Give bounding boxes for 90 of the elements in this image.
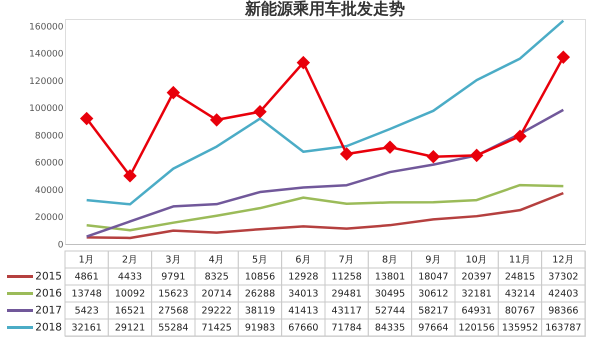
data-label: 24815 [504, 272, 536, 282]
data-label: 135952 [502, 322, 538, 334]
point [556, 50, 570, 64]
x-tick-label: 9月 [425, 254, 442, 266]
data-label: 4861 [74, 272, 99, 282]
data-label: 8325 [204, 272, 229, 282]
data-label: 9791 [161, 272, 186, 282]
x-tick-label: 3月 [165, 254, 182, 266]
line-series [85, 192, 565, 240]
point [123, 169, 137, 183]
data-label: 163787 [545, 322, 582, 334]
data-label: 84335 [374, 322, 406, 334]
point [80, 112, 94, 126]
data-label: 29121 [114, 322, 146, 334]
data-label: 30612 [418, 288, 448, 300]
line-series [85, 108, 565, 238]
data-label: 71425 [202, 322, 232, 334]
point [340, 147, 354, 161]
y-tick-label: 80000 [34, 131, 64, 142]
data-label: 10856 [244, 272, 276, 282]
data-label: 27568 [158, 306, 188, 316]
chart-title: 新能源乘用车批发走势 [244, 0, 405, 18]
data-label: 18047 [418, 272, 448, 282]
point [296, 56, 310, 70]
x-tick-label: 1月 [78, 254, 95, 266]
legend-label: 2017 [35, 304, 62, 316]
point [210, 113, 224, 127]
y-tick-label: 140000 [29, 50, 64, 60]
data-label: 16521 [114, 306, 146, 316]
point [470, 148, 484, 162]
legend-label: 2016 [35, 288, 62, 300]
data-label: 41413 [288, 306, 318, 316]
line-series [85, 19, 565, 206]
point [166, 86, 180, 100]
data-label: 98366 [548, 306, 578, 316]
y-tick-label: 100000 [29, 104, 64, 114]
x-tick-label: 7月 [338, 254, 355, 266]
data-label: 13801 [374, 272, 406, 282]
data-label: 80767 [504, 306, 536, 316]
data-label: 97664 [418, 322, 448, 334]
x-tick-label: 8月 [382, 254, 398, 266]
y-tick-label: 0 [58, 240, 64, 250]
data-label: 4433 [118, 272, 142, 282]
legend-label: 2018 [35, 322, 62, 334]
data-label: 52744 [374, 306, 406, 316]
data-label: 58217 [418, 306, 448, 316]
data-label: 71784 [332, 322, 362, 334]
data-label: 34013 [288, 288, 318, 300]
data-label: 91983 [244, 322, 276, 334]
data-label: 64931 [462, 306, 492, 316]
x-tick-label: 12月 [552, 254, 574, 266]
x-tick-label: 10月 [466, 254, 488, 266]
data-label: 13748 [72, 288, 102, 300]
data-label: 10092 [114, 288, 146, 300]
point [513, 130, 527, 143]
data-label: 29481 [332, 288, 362, 300]
data-label: 43214 [504, 288, 536, 300]
data-label: 5423 [74, 306, 99, 316]
line-series [85, 184, 565, 232]
y-tick-label: 160000 [29, 22, 64, 32]
legend-label: 2015 [35, 270, 62, 282]
data-label: 32181 [462, 288, 492, 300]
y-tick-label: 40000 [34, 186, 64, 196]
data-label: 43117 [332, 306, 362, 316]
data-label: 37302 [548, 272, 578, 282]
data-label: 120156 [458, 322, 495, 334]
data-label: 67660 [288, 322, 318, 334]
data-label: 55284 [158, 322, 188, 334]
x-tick-label: 2月 [122, 254, 138, 266]
data-label: 42403 [548, 288, 578, 300]
x-tick-label: 4月 [208, 254, 225, 266]
point [426, 150, 440, 164]
y-tick-label: 60000 [34, 158, 64, 169]
data-label: 26288 [244, 288, 276, 300]
x-tick-label: 6月 [295, 254, 312, 266]
data-label: 38119 [244, 306, 276, 316]
data-label: 20397 [462, 272, 492, 282]
data-label: 29222 [202, 306, 232, 316]
x-tick-label: 5月 [252, 254, 268, 266]
data-label: 30495 [374, 288, 406, 300]
data-label: 15623 [158, 288, 188, 300]
data-label: 32161 [72, 322, 102, 334]
y-tick-label: 20000 [34, 213, 64, 224]
point [383, 140, 397, 154]
point [253, 105, 267, 118]
data-label: 11258 [332, 272, 362, 282]
data-label: 20714 [202, 288, 232, 300]
data-label: 12928 [288, 272, 318, 282]
x-tick-label: 11月 [508, 254, 532, 266]
y-tick-label: 120000 [29, 76, 64, 87]
